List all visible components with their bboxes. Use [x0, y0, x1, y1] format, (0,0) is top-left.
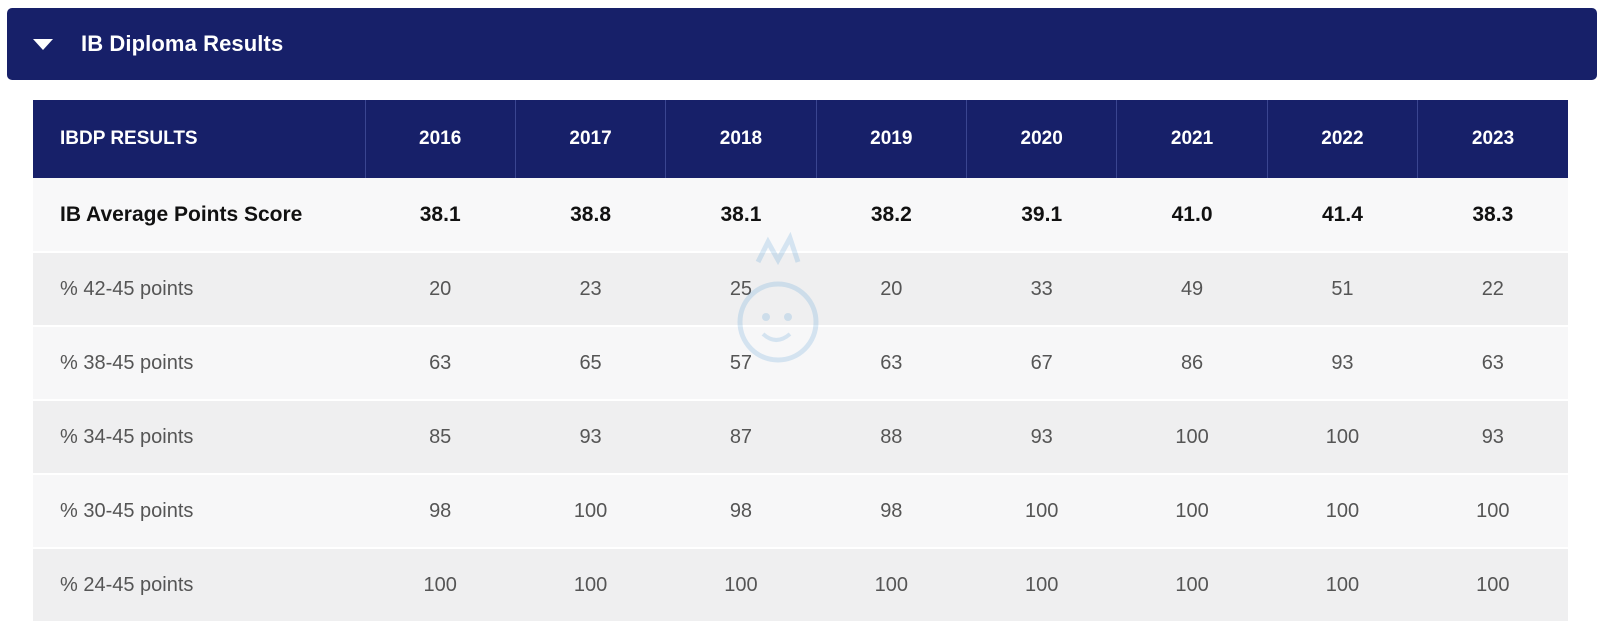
results-table-container: IBDP RESULTS 2016 2017 2018 2019 2020 2021 202… — [33, 100, 1568, 623]
cell-value-2020: 39.1 — [966, 178, 1117, 253]
cell-value-2018: 38.1 — [665, 178, 817, 253]
cell-value-2021: 100 — [1116, 548, 1268, 623]
cell-value-2022: 93 — [1267, 326, 1418, 401]
cell-value-2018: 57 — [665, 326, 817, 401]
table-row: IB Average Points Score 38.1 38.8 38.1 38.2 3… — [33, 178, 1568, 253]
cell-value-2022: 100 — [1267, 474, 1418, 549]
row-label: % 34-45 points — [33, 400, 365, 475]
row-label: % 24-45 points — [33, 548, 365, 623]
cell-value-2016: 98 — [365, 474, 516, 549]
cell-value-2020: 67 — [966, 326, 1117, 401]
row-label: % 38-45 points — [33, 326, 365, 401]
ibdp-results-table: IBDP RESULTS 2016 2017 2018 2019 2020 2021 202… — [33, 100, 1568, 623]
cell-value-2022: 51 — [1267, 252, 1418, 327]
cell-value-2019: 38.2 — [816, 178, 967, 253]
accordion-title: IB Diploma Results — [81, 31, 284, 56]
cell-value-2018: 25 — [665, 252, 817, 327]
header-cell-year-2017: 2017 — [515, 100, 667, 178]
cell-value-2021: 86 — [1116, 326, 1268, 401]
caret-down-icon[interactable] — [33, 38, 53, 50]
row-label: % 30-45 points — [33, 474, 365, 549]
table-row: % 42-45 points 20 23 25 20 33 49 51 22 — [33, 252, 1568, 327]
table-header: IBDP RESULTS 2016 2017 2018 2019 2020 2021 202… — [33, 100, 1568, 178]
cell-value-2017: 65 — [515, 326, 666, 401]
header-cell-year-2020: 2020 — [966, 100, 1118, 178]
cell-value-2019: 63 — [816, 326, 967, 401]
cell-value-2020: 100 — [966, 548, 1117, 623]
cell-value-2019: 88 — [816, 400, 967, 475]
cell-value-2023: 22 — [1417, 252, 1568, 327]
cell-value-2016: 85 — [365, 400, 516, 475]
cell-value-2017: 23 — [515, 252, 666, 327]
cell-value-2016: 63 — [365, 326, 516, 401]
header-cell-ibdp-results: IBDP RESULTS — [33, 100, 366, 178]
cell-value-2019: 100 — [816, 548, 967, 623]
table-row: % 34-45 points 85 93 87 88 93 100 100 93 — [33, 400, 1568, 475]
row-label: IB Average Points Score — [33, 178, 365, 253]
cell-value-2018: 98 — [665, 474, 817, 549]
cell-value-2017: 100 — [515, 474, 666, 549]
header-cell-year-2023: 2023 — [1471, 128, 1515, 149]
cell-value-2022: 100 — [1267, 548, 1418, 623]
cell-value-2016: 20 — [365, 252, 516, 327]
cell-value-2019: 20 — [816, 252, 967, 327]
cell-value-2020: 33 — [966, 252, 1117, 327]
cell-value-2016: 38.1 — [365, 178, 516, 253]
cell-value-2017: 100 — [515, 548, 666, 623]
header-cell-year-2016: 2016 — [365, 100, 516, 178]
cell-value-2016: 100 — [365, 548, 516, 623]
table-row: % 30-45 points 98 100 98 98 100 100 100 100 — [33, 474, 1568, 549]
header-cell-year-2021: 2021 — [1116, 100, 1268, 178]
table-row: % 24-45 points 100 100 100 100 100 100 100 100 — [33, 548, 1568, 623]
table-row: % 38-45 points 63 65 57 63 67 86 93 63 — [33, 326, 1568, 401]
cell-value-2020: 93 — [966, 400, 1117, 475]
cell-value-2021: 49 — [1116, 252, 1268, 327]
cell-value-2022: 100 — [1267, 400, 1418, 475]
table-body: IB Average Points Score 38.1 38.8 38.1 38.2 3… — [33, 178, 1568, 623]
header-cell-year-2022: 2022 — [1267, 100, 1419, 178]
cell-value-2019: 98 — [816, 474, 967, 549]
cell-value-2017: 38.8 — [515, 178, 666, 253]
cell-value-2023: 100 — [1417, 474, 1568, 549]
accordion-header-ib-diploma-results[interactable]: IB Diploma Results — [7, 8, 1597, 80]
cell-value-2023: 63 — [1417, 326, 1568, 401]
header-cell-year-2018: 2018 — [665, 100, 817, 178]
cell-value-2017: 93 — [515, 400, 666, 475]
table-header-row: IBDP RESULTS 2016 2017 2018 2019 2020 2021 202… — [33, 100, 1568, 178]
cell-value-2021: 41.0 — [1116, 178, 1268, 253]
cell-value-2022: 41.4 — [1267, 178, 1418, 253]
cell-value-2021: 100 — [1116, 400, 1268, 475]
cell-value-2021: 100 — [1116, 474, 1268, 549]
cell-value-2023: 93 — [1417, 400, 1568, 475]
cell-value-2018: 100 — [665, 548, 817, 623]
cell-value-2018: 87 — [665, 400, 817, 475]
row-label: % 42-45 points — [33, 252, 365, 327]
header-cell-year-2019: 2019 — [816, 100, 968, 178]
cell-value-2023: 100 — [1417, 548, 1568, 623]
cell-value-2020: 100 — [966, 474, 1117, 549]
cell-value-2023: 38.3 — [1417, 178, 1568, 253]
